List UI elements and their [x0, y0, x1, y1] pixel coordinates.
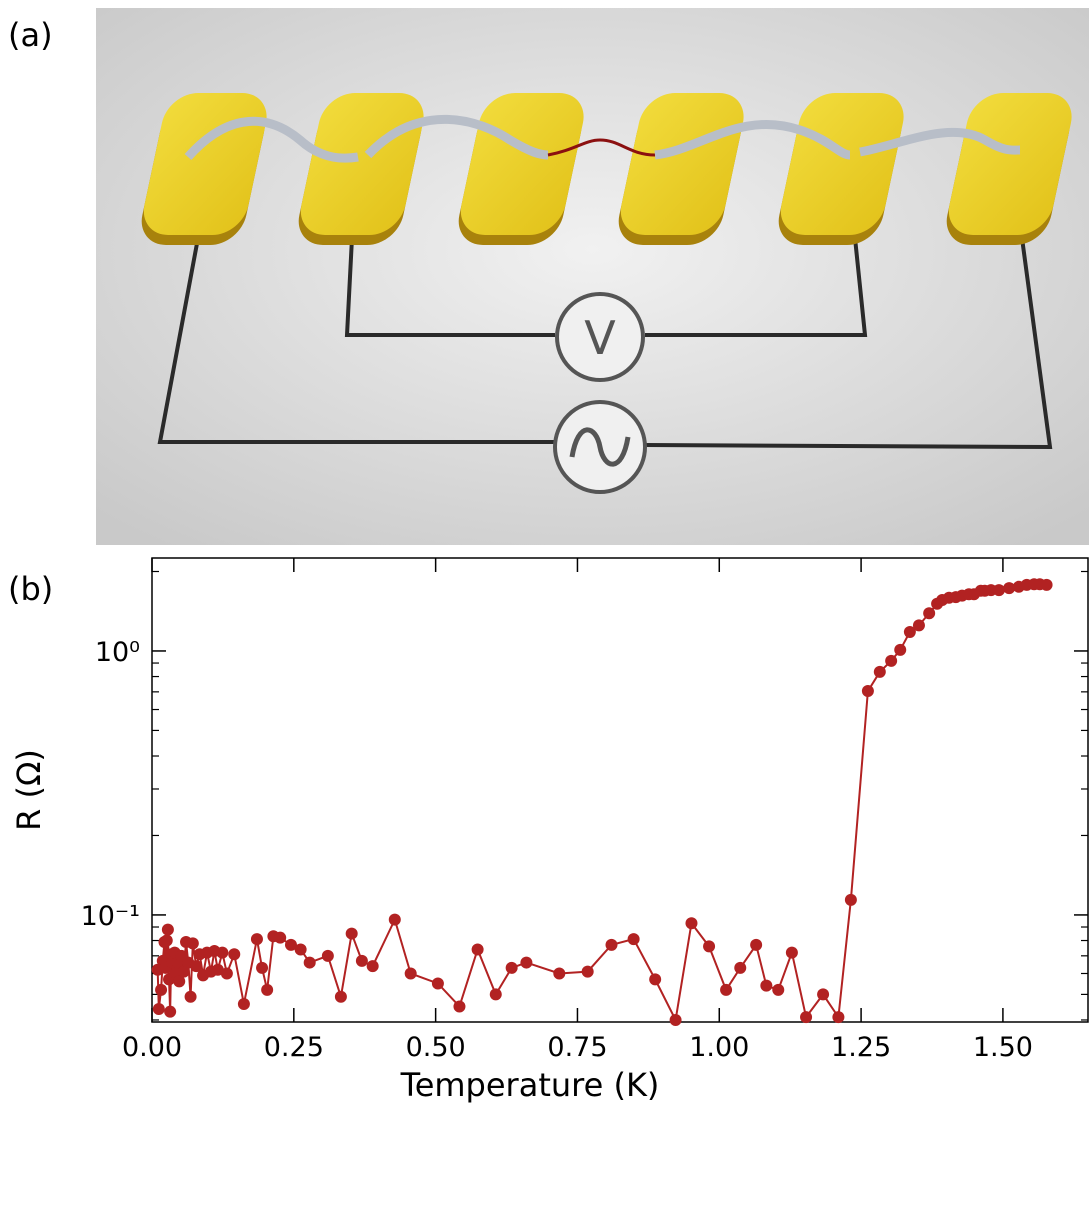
data-point	[356, 955, 368, 967]
data-point	[346, 928, 358, 940]
data-point	[703, 940, 715, 952]
data-point	[720, 984, 732, 996]
data-point	[885, 655, 897, 667]
data-point	[772, 984, 784, 996]
data-point	[734, 962, 746, 974]
data-point	[295, 943, 307, 955]
data-point	[164, 1006, 176, 1018]
data-point	[304, 957, 316, 969]
data-point	[750, 939, 762, 951]
data-point	[670, 1014, 682, 1026]
data-point	[605, 939, 617, 951]
data-point	[913, 619, 925, 631]
data-point	[649, 973, 661, 985]
data-point	[628, 933, 640, 945]
data-point	[228, 948, 240, 960]
data-point	[153, 1003, 165, 1015]
data-point	[1041, 579, 1053, 591]
data-point	[161, 935, 173, 947]
x-tick-label: 1.50	[973, 1032, 1033, 1063]
y-axis-title: R (Ω)	[10, 749, 48, 831]
data-point	[923, 607, 935, 619]
panel-label: (b)	[8, 570, 53, 608]
data-point	[453, 1000, 465, 1012]
data-point	[389, 914, 401, 926]
data-point	[185, 991, 197, 1003]
y-tick-label: 10⁻¹	[81, 901, 140, 932]
x-tick-label: 1.25	[831, 1032, 891, 1063]
data-point	[894, 644, 906, 656]
data-point	[367, 960, 379, 972]
data-point	[216, 947, 228, 959]
panel-label: (a)	[8, 16, 53, 54]
x-tick-label: 0.75	[547, 1032, 607, 1063]
x-tick-label: 0.25	[264, 1032, 324, 1063]
device-illustration: V	[96, 8, 1089, 545]
data-point	[155, 984, 167, 996]
x-axis-title: Temperature (K)	[400, 1066, 660, 1104]
data-point	[520, 957, 532, 969]
data-point	[582, 966, 594, 978]
plot-frame	[152, 558, 1088, 1022]
figure: (a) (b) V 0.00 0.25 0.50 0.75 1.00 1.25 1.50 10…	[0, 0, 1089, 1208]
data-point	[553, 967, 565, 979]
data-point	[490, 988, 502, 1000]
data-point	[862, 685, 874, 697]
data-point	[472, 943, 484, 955]
data-line	[158, 584, 1047, 1020]
y-tick-label: 10⁰	[95, 637, 140, 668]
data-point	[760, 980, 772, 992]
data-point	[432, 977, 444, 989]
data-point	[238, 998, 250, 1010]
plot: 0.00 0.25 0.50 0.75 1.00 1.25 1.50 10⁻¹ 10⁰ Tempe…	[10, 558, 1088, 1104]
data-point	[261, 984, 273, 996]
data-point	[874, 666, 886, 678]
data-point	[274, 932, 286, 944]
x-tick-label: 1.00	[689, 1032, 749, 1063]
voltmeter-label: V	[584, 311, 616, 365]
data-point	[832, 1011, 844, 1023]
x-tick-label: 0.50	[406, 1032, 466, 1063]
data-point	[993, 584, 1005, 596]
data-point	[335, 991, 347, 1003]
data-point	[817, 988, 829, 1000]
data-point	[256, 962, 268, 974]
data-point	[251, 933, 263, 945]
data-point	[162, 924, 174, 936]
page: (a) (b) V 0.00 0.25 0.50 0.75 1.00 1.25 1.50 10…	[0, 0, 1089, 1212]
data-point	[506, 962, 518, 974]
data-point	[685, 917, 697, 929]
data-point	[405, 967, 417, 979]
data-point	[845, 894, 857, 906]
x-tick-label: 0.00	[122, 1032, 182, 1063]
data-point	[786, 947, 798, 959]
data-point	[800, 1011, 812, 1023]
data-point	[187, 937, 199, 949]
data-point	[221, 967, 233, 979]
data-point	[322, 950, 334, 962]
